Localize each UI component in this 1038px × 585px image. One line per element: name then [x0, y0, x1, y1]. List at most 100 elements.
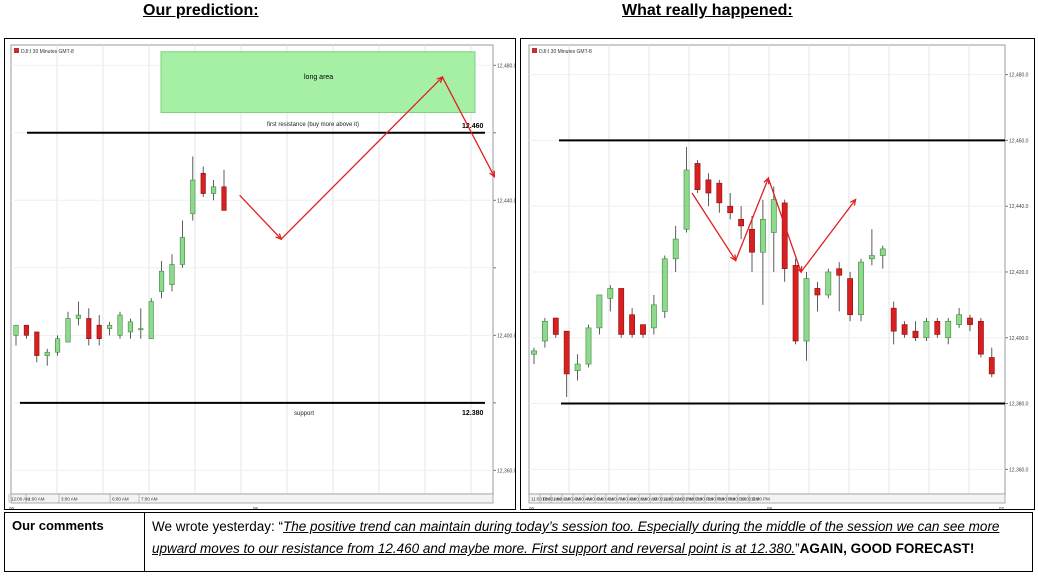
arrow-head	[730, 254, 737, 262]
y-tick-label: 12,480.0	[1009, 73, 1029, 79]
level-line-text: support	[294, 411, 314, 417]
candle-body	[945, 321, 952, 339]
comments-table: Our comments We wrote yesterday: “The po…	[4, 512, 1033, 572]
x-tick-label: 1:00 AM	[28, 497, 45, 502]
candle-body	[781, 202, 788, 269]
candle-body	[836, 268, 843, 276]
long-area-zone	[160, 51, 476, 114]
x-tick-label: 3:00 PM	[707, 497, 724, 502]
candle-body	[749, 228, 755, 253]
candle-body	[541, 321, 548, 342]
candle-body	[596, 294, 603, 329]
candle-body	[825, 271, 832, 296]
y-tick-label: 12,480.0	[497, 63, 515, 69]
candle-body	[890, 307, 897, 332]
candle-body	[117, 314, 123, 336]
candle-body	[75, 314, 81, 319]
x-tick-label: 5:00 AM	[597, 497, 614, 502]
candle-body	[585, 327, 592, 365]
y-tick-label: 12,360.0	[1009, 467, 1029, 473]
candle-body	[148, 301, 154, 340]
candle-body	[847, 278, 853, 316]
candle-body	[727, 205, 734, 214]
x-tick-label: 6:00 AM	[608, 497, 625, 502]
candle-body	[716, 182, 723, 204]
comments-quote-close: ”	[795, 541, 800, 556]
level-line-value: 12.460	[462, 123, 484, 130]
y-tick-label: 12,460.0	[1009, 138, 1029, 144]
chart-icon	[532, 48, 537, 53]
arrow-head	[763, 176, 770, 185]
chart-title-label: DJI:I 30 Minutes GMT-8	[539, 49, 592, 55]
y-tick-label: 12,360.0	[497, 468, 515, 474]
candle-body	[607, 288, 614, 299]
comments-quote: The positive trend can maintain during t…	[152, 519, 1000, 556]
candle-body	[934, 321, 941, 335]
prediction-chart-panel: 12,360.0 12,400.0 12,440.0 12,480.0 DJI:I 30…	[4, 38, 516, 510]
candle-body	[672, 238, 679, 260]
y-tick-label: 12,440.0	[497, 198, 515, 204]
comments-intro: We wrote yesterday: “	[152, 519, 284, 534]
candle-body	[879, 248, 886, 256]
outcome-chart-panel: 12,360.0 12,380.0 12,400.0 12,420.0 12,440.0…	[520, 38, 1035, 510]
plot-area	[10, 44, 494, 495]
x-tick-label: 10:00 AM	[652, 497, 671, 502]
candle-body	[127, 321, 133, 333]
x-tick-label: 7:00 AM	[619, 497, 636, 502]
x-tick-label: 9:00 AM	[641, 497, 658, 502]
candle-body	[86, 318, 92, 340]
candle-body	[694, 163, 701, 191]
arrow-head	[489, 170, 496, 178]
candle-body	[923, 321, 930, 339]
candle-body	[814, 288, 821, 296]
x-tick-label: 12:00 AM	[11, 497, 30, 502]
comments-emphasis: AGAIN, GOOD FORECAST!	[799, 541, 975, 556]
candle-body	[629, 314, 635, 335]
candle-body	[169, 264, 175, 285]
arrow-head	[436, 76, 444, 83]
candle-body	[159, 270, 165, 292]
y-tick-label: 12,400.0	[1009, 336, 1029, 342]
x-tick-label: 3:00 AM	[61, 497, 78, 502]
candle-body	[967, 317, 973, 325]
candle-body	[96, 324, 102, 340]
x-tick-label: 12:00 PM	[674, 497, 694, 502]
candle-body	[651, 304, 657, 329]
x-tick-label: 8:00 PM	[718, 497, 735, 502]
candle-body	[531, 350, 537, 355]
y-tick-label: 12,400.0	[497, 333, 515, 339]
candle-body	[912, 330, 919, 339]
x-tick-label: 2:00 PM	[696, 497, 713, 502]
candle-body	[683, 169, 690, 230]
candle-body	[190, 179, 196, 215]
level-line-text: first resistance (buy more above it)	[267, 122, 359, 128]
candle-body	[988, 357, 995, 375]
candle-body	[574, 363, 581, 371]
candle-body	[200, 172, 206, 194]
candle-body	[661, 258, 668, 312]
x-tick-label: 12:00 AM	[542, 497, 561, 502]
arrow-head	[796, 265, 803, 274]
candle-body	[211, 186, 217, 194]
candle-body	[792, 265, 799, 342]
candle-body	[34, 331, 40, 356]
y-tick-label: 12,380.0	[1009, 402, 1029, 408]
chart-title-label: DJI:I 30 Minutes GMT-8	[21, 49, 74, 55]
candle-body	[44, 351, 50, 356]
date-label: 06	[529, 506, 535, 509]
level-line-value: 12.380	[462, 410, 484, 417]
x-tick-label: 9:00 PM	[729, 497, 746, 502]
x-tick-label: 11:00 PM	[531, 497, 550, 502]
candle-body	[803, 278, 810, 342]
date-label: 06	[9, 506, 15, 509]
comments-label: Our comments	[5, 513, 145, 571]
long-area-label: long area	[304, 74, 333, 81]
y-tick-label: 12,420.0	[1009, 270, 1029, 276]
candle-body	[770, 199, 777, 233]
candle-body	[868, 255, 875, 260]
candle-body	[65, 318, 71, 343]
candle-body	[977, 321, 984, 355]
candle-body	[552, 317, 559, 335]
x-tick-label: 4:00 AM	[586, 497, 603, 502]
chart-icon	[14, 48, 19, 53]
